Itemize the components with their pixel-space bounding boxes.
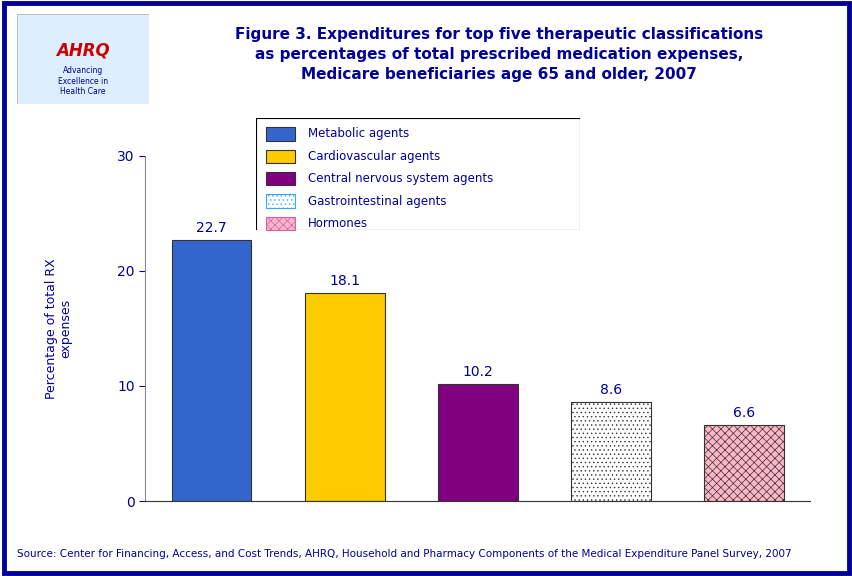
Text: 8.6: 8.6 — [599, 384, 621, 397]
Bar — [570, 402, 650, 501]
FancyBboxPatch shape — [265, 217, 295, 230]
Text: Gastrointestinal agents: Gastrointestinal agents — [308, 195, 446, 208]
Text: 18.1: 18.1 — [329, 274, 360, 288]
Text: 22.7: 22.7 — [196, 221, 227, 235]
Text: AHRQ: AHRQ — [56, 41, 110, 59]
Text: Percentage of total RX
expenses: Percentage of total RX expenses — [44, 258, 72, 399]
Text: Hormones: Hormones — [308, 217, 367, 230]
Text: Source: Center for Financing, Access, and Cost Trends, AHRQ, Household and Pharm: Source: Center for Financing, Access, an… — [17, 550, 791, 559]
Text: 6.6: 6.6 — [732, 407, 754, 420]
Text: 10.2: 10.2 — [462, 365, 492, 379]
FancyBboxPatch shape — [265, 195, 295, 208]
FancyBboxPatch shape — [265, 172, 295, 185]
Text: Metabolic agents: Metabolic agents — [308, 127, 408, 141]
FancyBboxPatch shape — [265, 150, 295, 163]
Text: Advancing
Excellence in
Health Care: Advancing Excellence in Health Care — [58, 66, 108, 96]
Bar — [703, 425, 783, 501]
Bar — [171, 240, 251, 501]
Text: Figure 3. Expenditures for top five therapeutic classifications
as percentages o: Figure 3. Expenditures for top five ther… — [234, 27, 763, 82]
Text: Central nervous system agents: Central nervous system agents — [308, 172, 492, 185]
Bar — [304, 293, 384, 501]
Bar — [437, 384, 517, 501]
FancyBboxPatch shape — [265, 127, 295, 141]
Text: Cardiovascular agents: Cardiovascular agents — [308, 150, 440, 163]
